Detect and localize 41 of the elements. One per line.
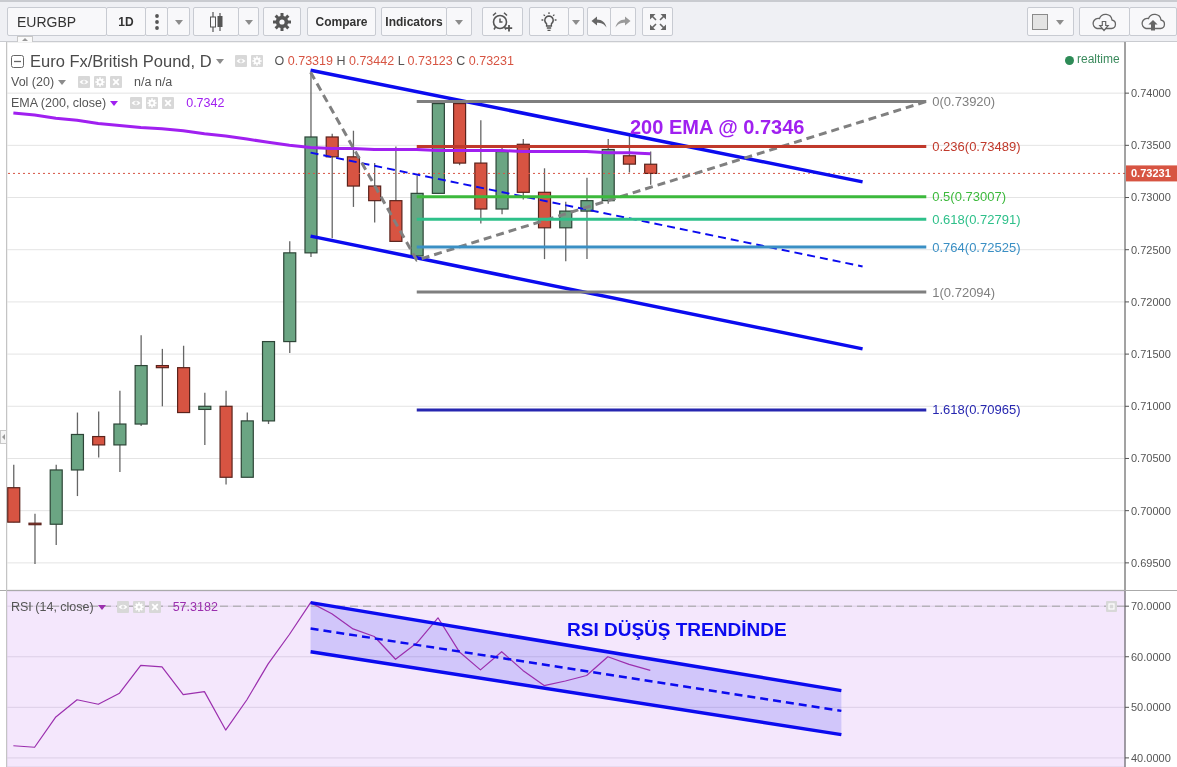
y-tick-label: 0.73500 — [1131, 139, 1171, 152]
text: Indicators — [381, 7, 447, 36]
annotation: O 0.73319 H 0.73442 L 0.73123 C 0.73231 — [274, 54, 514, 68]
series-label: 1(0.72094) — [932, 284, 996, 300]
series-label: 0.764(0.72525) — [932, 239, 1021, 255]
y-tick-label: 0.72500 — [1131, 243, 1171, 256]
y-tick-label: 0.71500 — [1131, 348, 1171, 360]
series-label: 0.5(0.73007) — [932, 189, 1007, 205]
annotation: n/a n/a — [134, 75, 173, 89]
series-label: 0.618(0.72791) — [932, 211, 1021, 227]
annotation: 0.7342 — [186, 96, 225, 110]
y-tick-label: 70.0000 — [1131, 600, 1171, 613]
legend-label: EMA (200, close) — [11, 96, 107, 110]
text: EURGBP — [7, 7, 107, 36]
candlestick — [198, 392, 212, 446]
y-tick-label: 0.70500 — [1131, 452, 1171, 465]
annotation: Vol (20) — [11, 75, 55, 89]
y-tick-label: 40.0000 — [1131, 751, 1171, 764]
candlestick — [113, 389, 127, 473]
y-tick-label: 60.0000 — [1131, 650, 1171, 663]
annotation: realtime — [1077, 52, 1120, 66]
annotation: 57.3182 — [172, 600, 218, 614]
series-label: 0.236(0.73489) — [932, 138, 1021, 154]
candlestick — [155, 348, 169, 407]
series-label: 0(0.73920) — [932, 94, 996, 109]
annotation: RSI DÜŞÜŞ TRENDİNDE — [567, 619, 787, 641]
y-tick-label: 50.0000 — [1131, 701, 1171, 714]
series-label: 1.618(0.70965) — [932, 402, 1021, 418]
y-tick-label: 0.72000 — [1131, 295, 1171, 308]
candlestick — [92, 410, 106, 459]
annotation: 200 EMA @ 0.7346 — [630, 116, 805, 139]
y-tick-label: 0.73000 — [1131, 191, 1171, 204]
text: 1D — [106, 7, 146, 36]
text: Euro Fx/British Pound, D — [30, 51, 212, 71]
ref-line-label: 0.73231 — [1131, 167, 1171, 180]
y-tick-label: 0.71000 — [1131, 400, 1171, 413]
legend-label: RSI (14, close) — [11, 600, 94, 614]
y-tick-label: 0.70000 — [1131, 504, 1171, 517]
y-tick-label: 0.74000 — [1131, 87, 1171, 100]
y-tick-label: 0.69500 — [1131, 556, 1171, 569]
text: Compare — [307, 7, 376, 36]
